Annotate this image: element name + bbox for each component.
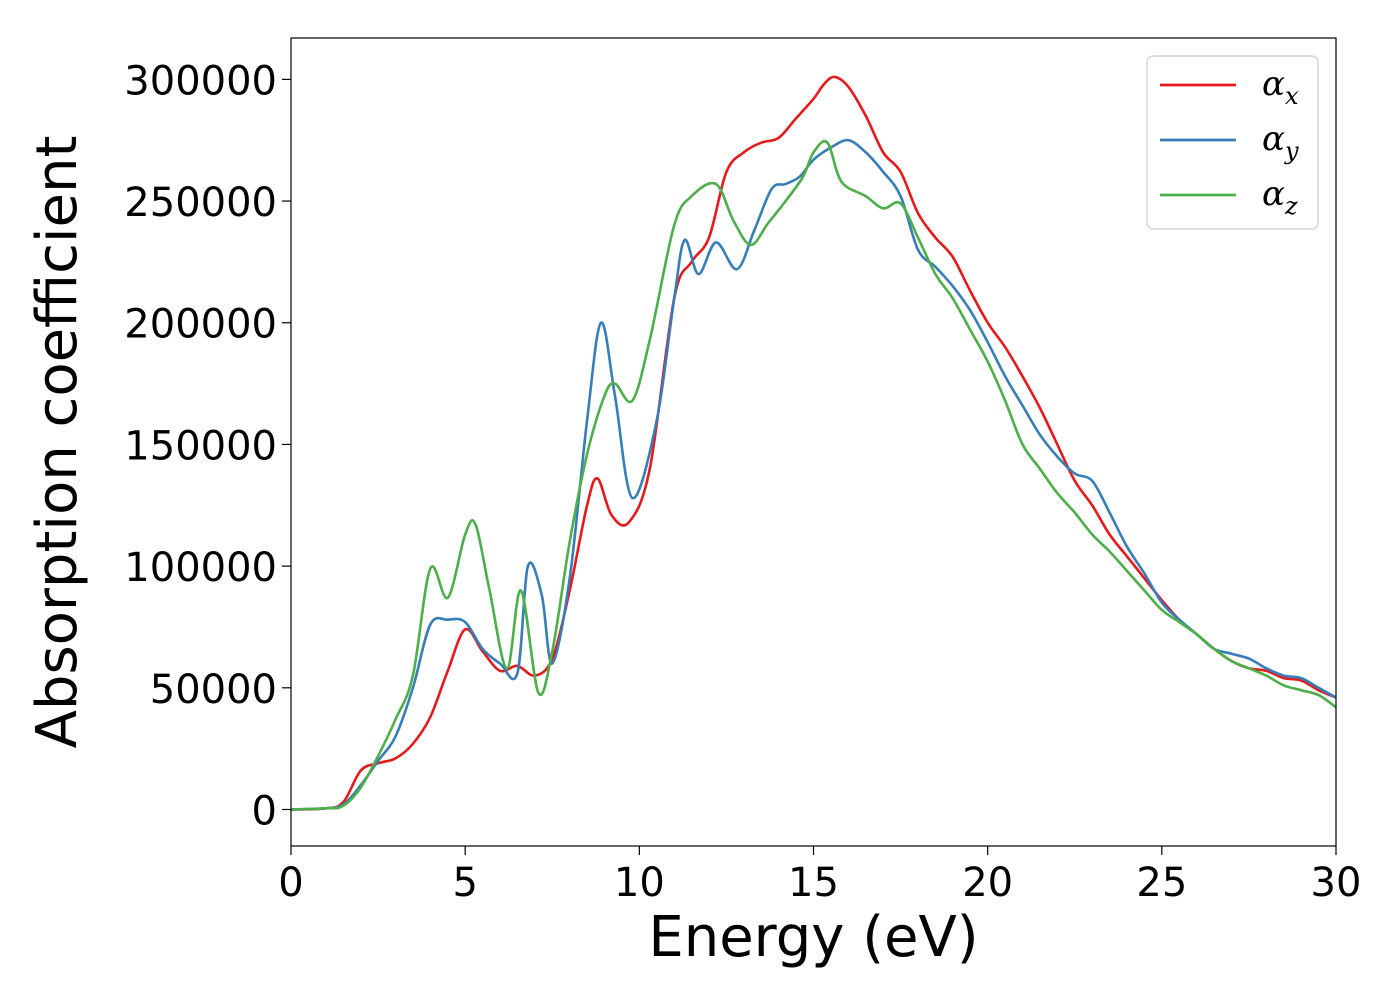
y-tick-label: 0	[252, 788, 277, 834]
x-tick-label: 5	[452, 860, 477, 906]
legend-label-subscript: z	[1284, 192, 1298, 220]
series-line-y	[290, 138, 1337, 811]
x-axis-title: Energy (eV)	[648, 905, 978, 970]
x-tick-label: 0	[278, 860, 303, 906]
legend-label-subscript: x	[1285, 82, 1299, 110]
series-layer	[290, 75, 1337, 811]
series-line-z	[290, 140, 1337, 811]
legend-label-subscript: y	[1284, 137, 1299, 165]
legend-box	[1146, 55, 1319, 230]
x-tick-label: 25	[1136, 860, 1187, 906]
legend-label: αy	[1262, 119, 1299, 165]
y-tick-label: 150000	[124, 423, 277, 469]
y-tick-label: 50000	[150, 667, 277, 713]
legend-label-symbol: α	[1262, 64, 1285, 104]
y-axis: 0 50000 100000 150000 200000 250000 300000	[124, 58, 291, 834]
y-axis-title: Absorption coefficient	[25, 136, 90, 749]
x-tick-label: 30	[1311, 860, 1362, 906]
x-tick-label: 15	[788, 860, 839, 906]
legend-label: αz	[1262, 174, 1298, 220]
legend-label: αx	[1262, 64, 1299, 110]
legend-label-symbol: α	[1262, 119, 1285, 159]
legend-label-symbol: α	[1262, 174, 1285, 214]
y-tick-label: 100000	[124, 545, 277, 591]
x-axis: 0 5 10 15 20 25 30	[278, 846, 1361, 906]
x-tick-label: 10	[614, 860, 665, 906]
x-tick-label: 20	[962, 860, 1013, 906]
y-tick-label: 200000	[124, 302, 277, 348]
y-tick-label: 250000	[124, 180, 277, 226]
y-tick-label: 300000	[124, 58, 277, 104]
